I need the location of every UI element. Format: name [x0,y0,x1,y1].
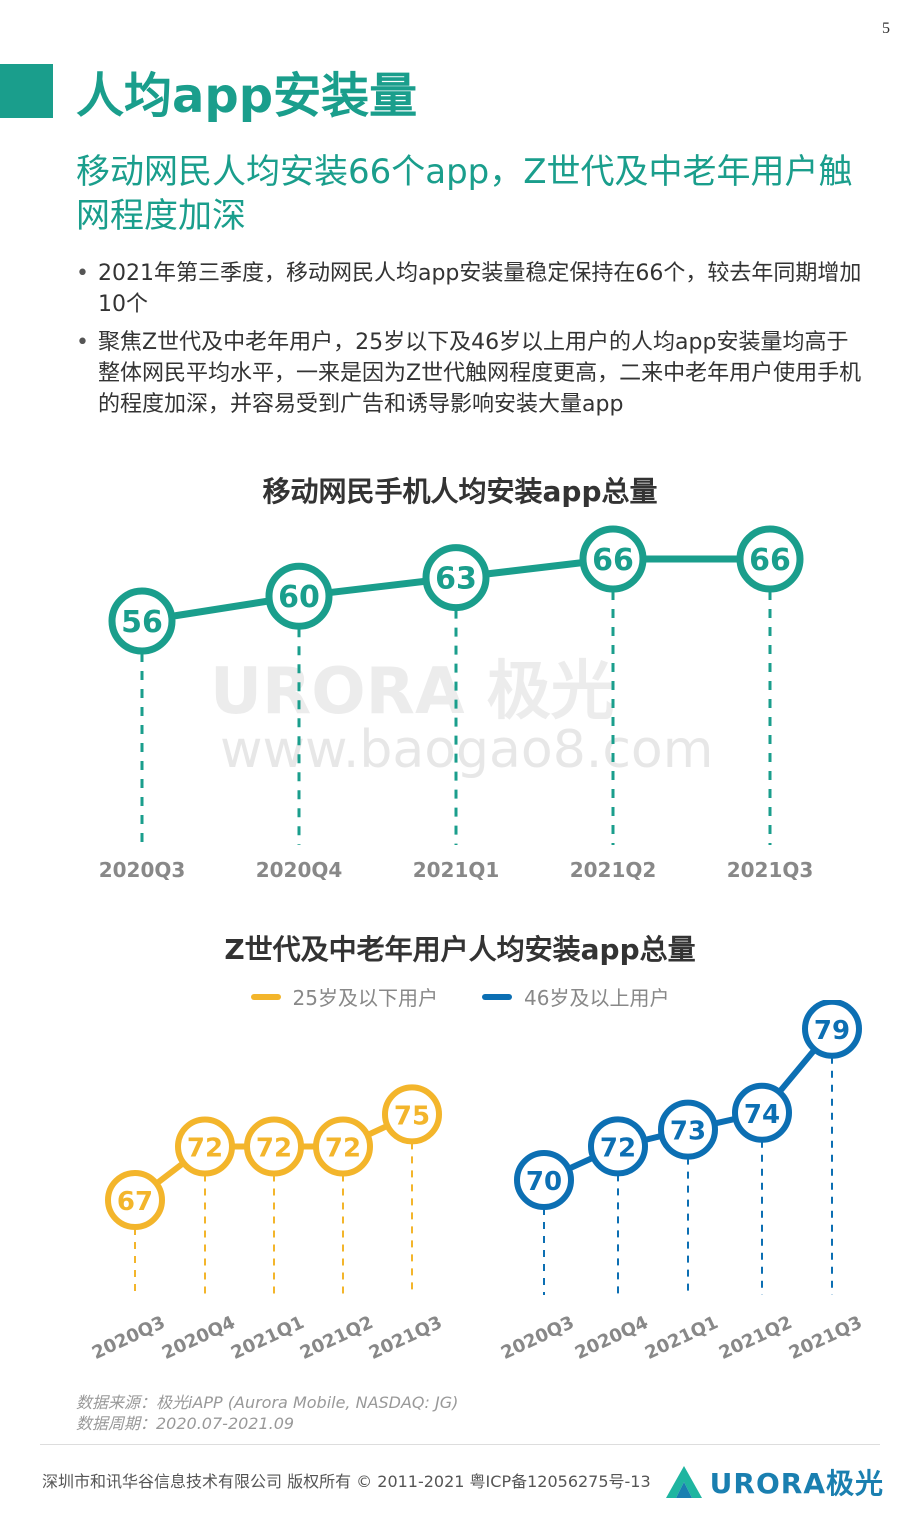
data-source: 数据来源：极光iAPP (Aurora Mobile, NASDAQ: JG) … [76,1392,458,1434]
page-title: 人均app安装量 [76,68,418,124]
footer-divider [40,1444,880,1445]
chart1-data-label: 66 [592,543,634,578]
chart2-tick-label: 2021Q3 [786,1312,866,1364]
chart2-tick-label: 2020Q4 [159,1312,239,1364]
chart2-tick-label: 2020Q3 [498,1312,578,1364]
legend-label-senior: 46岁及以上用户 [524,986,670,1010]
legend-item-young: 25岁及以下用户 [250,982,438,1011]
chart2-data-label: 73 [670,1117,706,1147]
chart2-tick-label: 2021Q2 [716,1312,796,1364]
chart2-point [588,1116,648,1177]
chart1-point [736,525,804,593]
chart1-tick-label: 2021Q3 [727,858,814,882]
aurora-logo-icon [665,1466,702,1498]
chart2-data-label: 74 [744,1100,780,1130]
chart2-data-label: 75 [394,1101,430,1131]
chart1-tick-label: 2020Q4 [256,858,343,882]
chart1-plot: 56 2020Q3 60 2020Q4 63 2021Q1 66 2021Q2 66 2021Q3 [99,525,814,882]
bullet-dot-icon: • [76,261,89,286]
chart1-data-label: 60 [278,580,320,615]
legend-item-senior: 46岁及以上用户 [482,982,669,1011]
chart2-tick-label: 2021Q1 [228,1312,308,1364]
footer-copyright: 深圳市和讯华谷信息技术有限公司 版权所有 © 2011-2021 粤ICP备12… [42,1472,651,1491]
watermark-brand: URORA 极光 [210,655,615,729]
chart1-point [422,544,490,612]
chart2-title: Z世代及中老年用户人均安装app总量 [224,933,696,966]
chart2-point [175,1116,235,1177]
chart1-tick-label: 2021Q2 [570,858,657,882]
chart2-point [802,1000,862,1059]
chart2-point [658,1099,718,1160]
chart2-point [313,1116,373,1177]
chart2-tick-label: 2021Q1 [642,1312,722,1364]
legend-swatch-young [250,993,281,1000]
watermark-url: www.baogao8.com [220,720,714,780]
aurora-logo: URORA极光 [664,1462,884,1502]
bullet-item: • 2021年第三季度，移动网民人均app安装量稳定保持在66个，较去年同期增加1… [76,258,866,320]
bullet-text: 聚焦Z世代及中老年用户，25岁以下及46岁以上用户的人均app安装量均高于整体网… [98,330,862,417]
chart2-data-label: 79 [814,1016,850,1046]
chart2-legend: 25岁及以下用户 46岁及以上用户 [0,982,920,1011]
chart2-tick-label: 2021Q3 [366,1312,446,1364]
chart2-data-label: 72 [600,1133,636,1163]
legend-swatch-senior [482,993,512,1000]
chart2-point [514,1150,574,1210]
chart2-data-label: 72 [187,1134,223,1164]
bullet-list: • 2021年第三季度，移动网民人均app安装量稳定保持在66个，较去年同期增加1… [76,258,866,427]
chart2-point [382,1084,442,1145]
page-subtitle: 移动网民人均安装66个app，Z世代及中老年用户触网程度加深 [76,152,853,236]
chart1-data-label: 66 [749,543,791,578]
chart2-point [244,1116,304,1177]
chart1-tick-label: 2020Q3 [99,858,186,882]
page-number: 5 [882,20,890,37]
chart1-point [108,587,176,655]
source-line: 数据来源：极光iAPP (Aurora Mobile, NASDAQ: JG) [76,1393,459,1412]
bullet-item: • 聚焦Z世代及中老年用户，25岁以下及46岁以上用户的人均app安装量均高于整体… [76,327,866,420]
chart2-tick-label: 2020Q4 [572,1312,652,1364]
chart2-tick-label: 2020Q3 [89,1312,169,1364]
chart1-point [579,525,647,593]
chart1-data-label: 56 [121,605,163,640]
chart2-data-label: 72 [256,1134,292,1164]
chart1-point [265,562,333,630]
aurora-logo-text: URORA极光 [709,1467,884,1500]
chart1-title: 移动网民手机人均安装app总量 [262,475,658,508]
chart1-tick-label: 2021Q1 [413,858,500,882]
chart2-data-label: 70 [526,1167,562,1197]
chart2-point [105,1170,165,1230]
chart2-data-label: 67 [117,1187,153,1217]
chart2-data-label: 72 [325,1134,361,1164]
chart2-point [732,1082,792,1143]
chart1-data-label: 63 [435,562,477,597]
bullet-text: 2021年第三季度，移动网民人均app安装量稳定保持在66个，较去年同期增加10… [98,261,862,317]
title-accent-bar [0,64,53,118]
legend-label-young: 25岁及以下用户 [292,986,438,1010]
period-line: 数据周期：2020.07-2021.09 [76,1414,295,1433]
chart2-tick-label: 2021Q2 [297,1312,377,1364]
bullet-dot-icon: • [76,330,89,355]
chart2-plot: 67 2020Q3 72 2020Q4 72 2021Q1 72 2021Q2 75 2021Q3… [89,1000,866,1364]
